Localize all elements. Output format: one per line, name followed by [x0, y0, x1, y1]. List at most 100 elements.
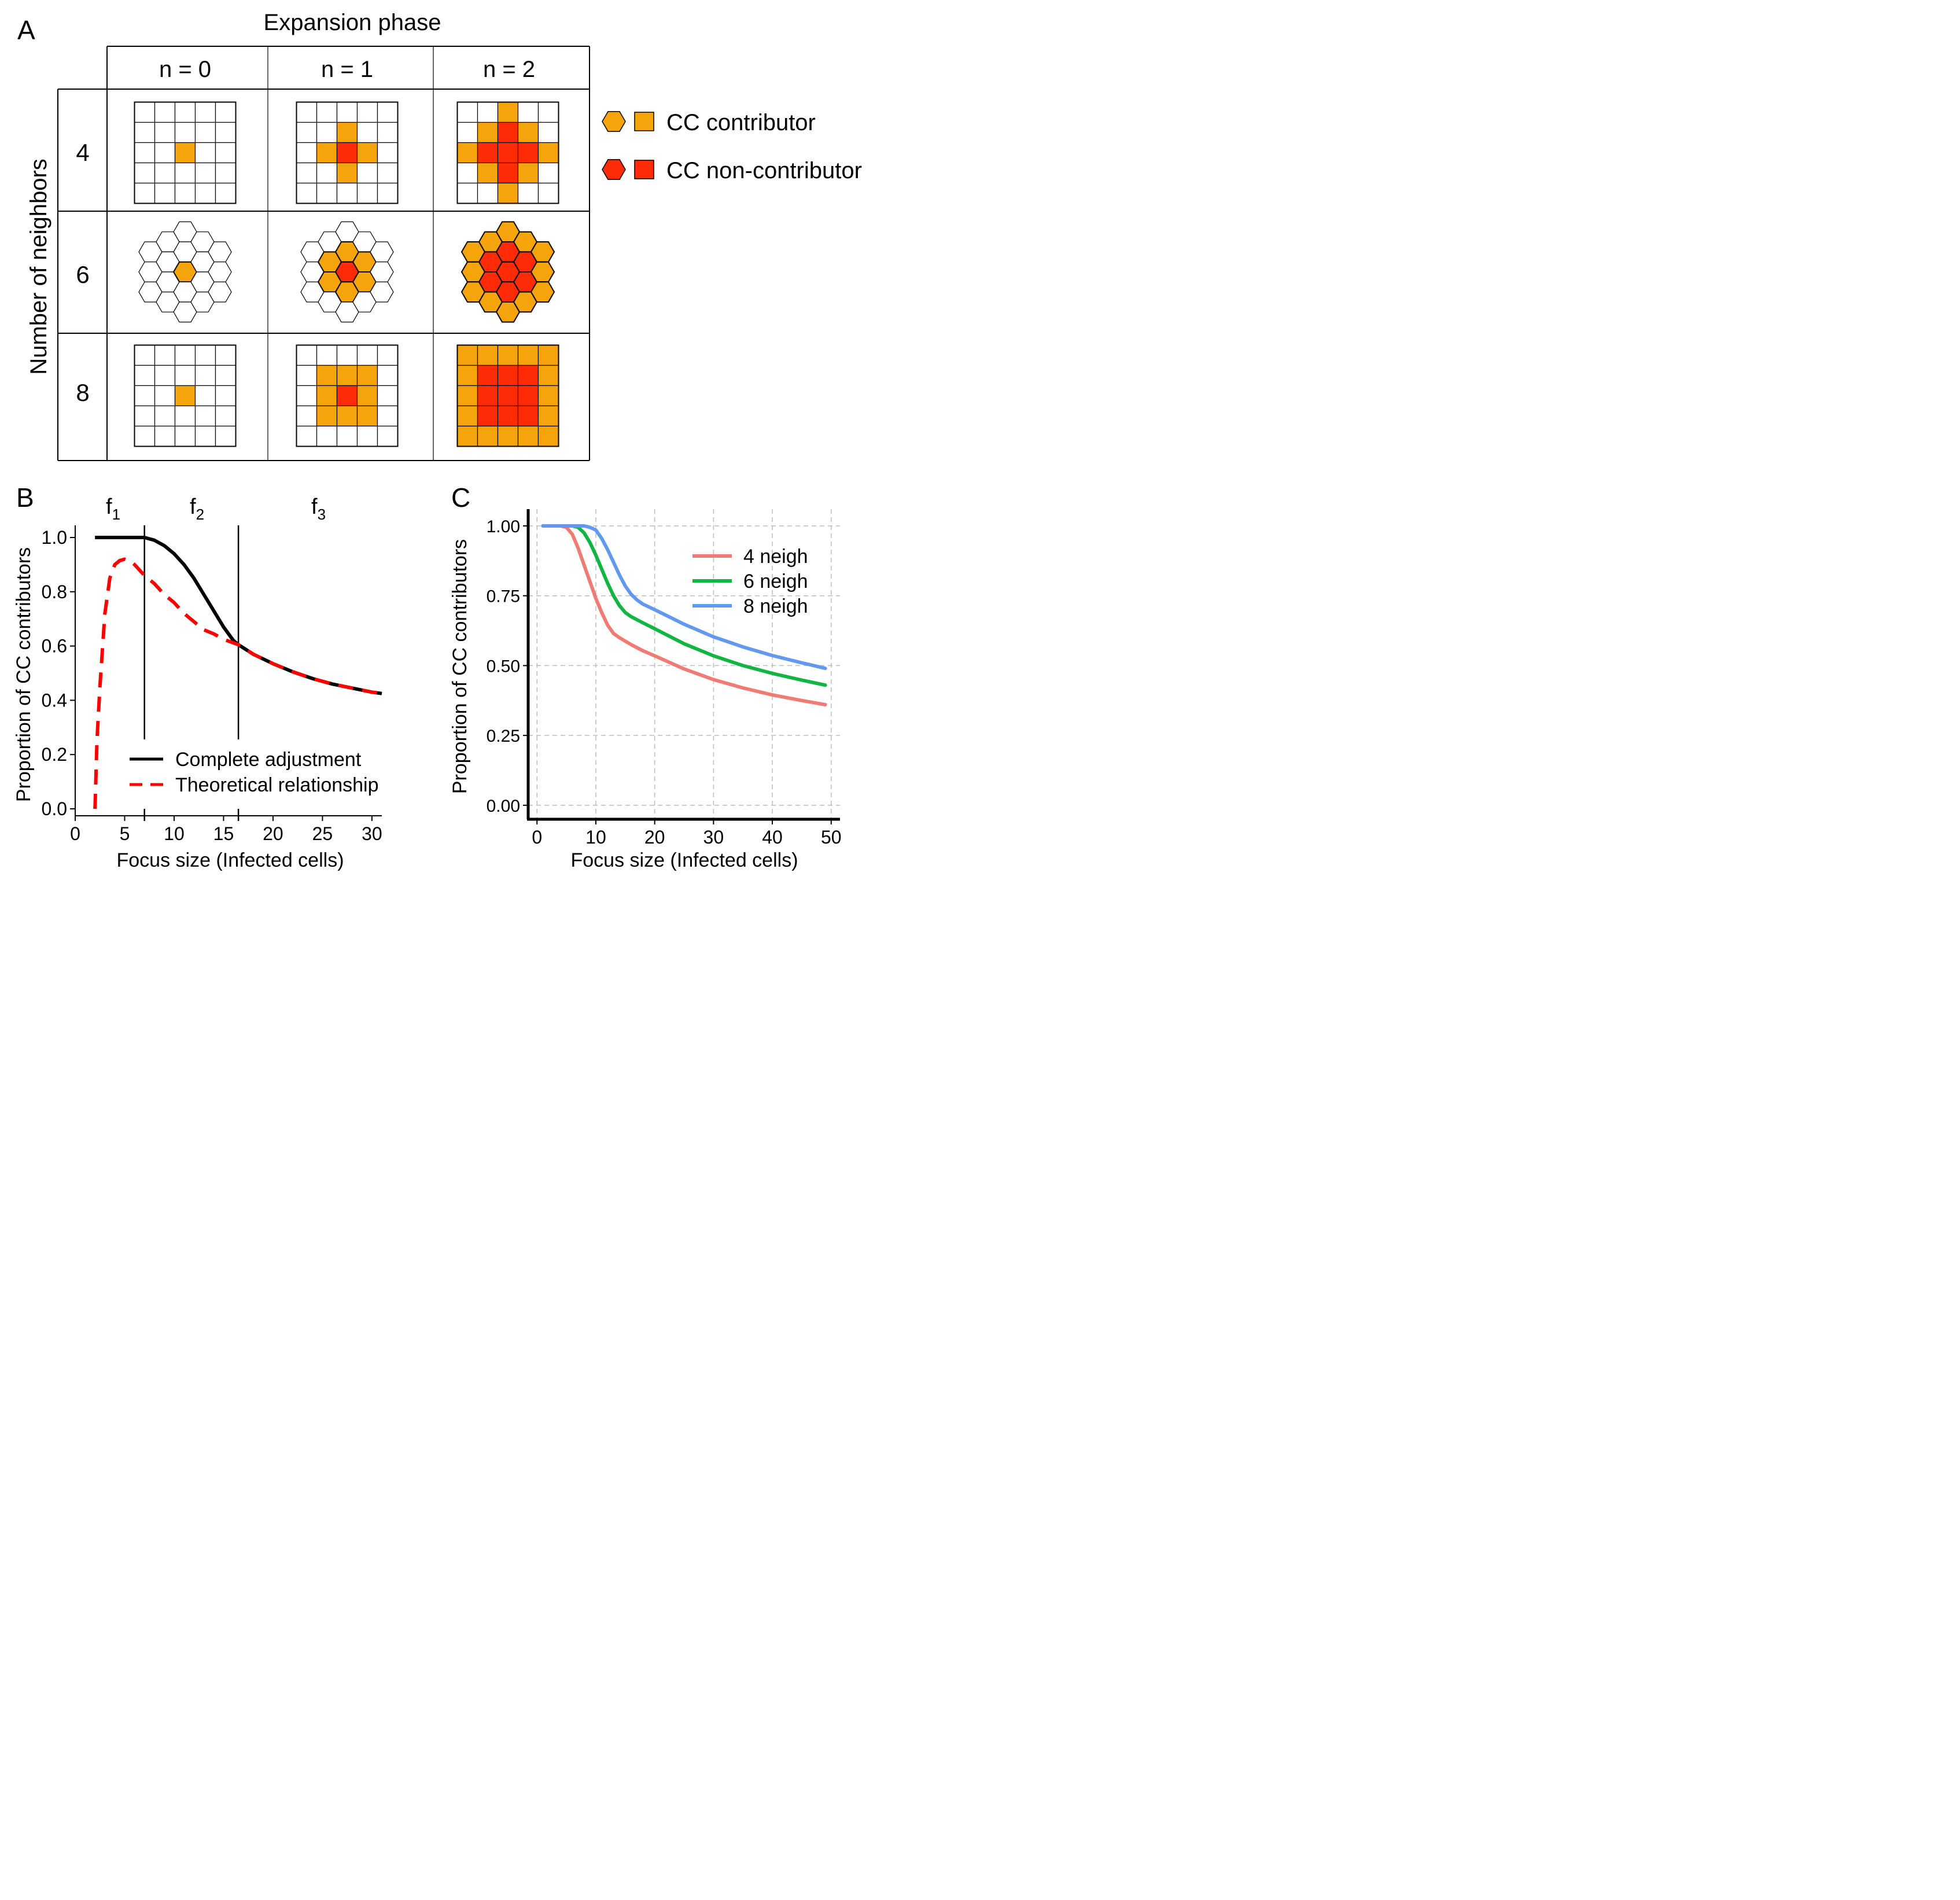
- lattice-hex-cell: [530, 281, 555, 303]
- x-tick-label: 0: [70, 823, 80, 844]
- lattice-square-cell: [134, 142, 156, 164]
- lattice-square-cell: [336, 142, 358, 164]
- lattice-square-cell: [517, 405, 539, 427]
- lattice-4-n2: [456, 101, 559, 204]
- lattice-square-cell: [336, 385, 358, 407]
- lattice-square-cell: [154, 364, 176, 386]
- phase-label-subscript: 2: [196, 506, 204, 523]
- lattice-square-cell: [456, 182, 478, 204]
- lattice-square-cell: [477, 121, 499, 143]
- series-theoretical-line: [93, 557, 382, 809]
- lattice-square-cell: [497, 101, 519, 123]
- lattice-square-cell: [377, 142, 399, 164]
- lattice-square-cell: [316, 405, 338, 427]
- y-tick-label: 0.4: [42, 690, 67, 710]
- lattice-square-cell: [194, 101, 216, 123]
- lattice-square-cell: [316, 142, 338, 164]
- y-tick-label: 1.00: [487, 517, 520, 536]
- lattice-square-cell: [174, 425, 196, 447]
- lattice-square-cell: [215, 142, 237, 164]
- lattice-square-cell: [377, 101, 399, 123]
- lattice-square-cell: [537, 425, 559, 447]
- lattice-square-cell: [517, 364, 539, 386]
- lattice-square-cell: [537, 142, 559, 164]
- lattice-square-cell: [477, 385, 499, 407]
- lattice-square-cell: [456, 385, 478, 407]
- row-header-4: 4: [76, 139, 89, 166]
- y-tick-label: 0.25: [487, 727, 520, 746]
- lattice-square-cell: [477, 162, 499, 184]
- lattice-square-cell: [194, 142, 216, 164]
- lattice-square-cell: [296, 182, 318, 204]
- x-tick-label: 30: [362, 823, 382, 844]
- lattice-hex-cell: [370, 281, 394, 303]
- lattice-square-cell: [377, 364, 399, 386]
- lattice-square-cell: [517, 162, 539, 184]
- hexagon-noncontributor-icon: [602, 159, 626, 181]
- lattice-square-cell: [316, 425, 338, 447]
- lattice-square-cell: [537, 162, 559, 184]
- y-tick-label: 0.2: [42, 744, 67, 765]
- lattice-hex-cell: [530, 261, 555, 283]
- lattice-square-cell: [517, 344, 539, 366]
- legend-icons: [602, 111, 654, 181]
- lattice-square-cell: [517, 385, 539, 407]
- lattice-square-cell: [174, 364, 196, 386]
- lattice-square-cell: [134, 121, 156, 143]
- y-axis-label: Proportion of CC contributors: [449, 539, 471, 794]
- column-header-n0: n = 0: [159, 57, 211, 82]
- lattice-hex-cell: [530, 241, 555, 263]
- lattice-square-cell: [336, 182, 358, 204]
- series-line-8-neigh: [541, 524, 827, 671]
- lattice-square-cell: [497, 121, 519, 143]
- lattice-square-cell: [215, 182, 237, 204]
- lattice-square-cell: [316, 101, 338, 123]
- lattice-square-cell: [316, 385, 338, 407]
- lattice-square-cell: [194, 182, 216, 204]
- lattice-square-cell: [497, 162, 519, 184]
- lattice-square-cell: [194, 385, 216, 407]
- panel-b: B 0.0 0.2 0.4 0.6 0.8 1.0 0 5 10 15 20 25 30 Focus si…: [13, 483, 382, 871]
- lattice-square-cell: [174, 405, 196, 427]
- panel-a-ylabel: Number of neighbors: [26, 159, 51, 375]
- lattice-square-cell: [174, 142, 196, 164]
- lattice-square-cell: [477, 101, 499, 123]
- lattice-border: [296, 101, 399, 204]
- x-tick-label: 20: [263, 823, 283, 844]
- x-tick-label: 25: [312, 823, 333, 844]
- lattice-square-cell: [215, 364, 237, 386]
- lattice-square-cell: [194, 162, 216, 184]
- phase-label: f3: [311, 495, 326, 523]
- x-tick-label: 10: [164, 823, 185, 844]
- lattice-square-cell: [215, 425, 237, 447]
- lattice-square-cell: [154, 121, 176, 143]
- y-tick-label: 0.50: [487, 657, 520, 676]
- lattice-square-cell: [194, 121, 216, 143]
- legend-label: 4 neigh: [743, 546, 808, 568]
- x-tick-label: 10: [585, 827, 606, 848]
- lattice-square-cell: [356, 142, 378, 164]
- lattice-square-cell: [296, 162, 318, 184]
- x-axis-label: Focus size (Infected cells): [570, 849, 798, 871]
- lattice-square-cell: [316, 182, 338, 204]
- lattice-square-cell: [477, 142, 499, 164]
- lattice-square-cell: [154, 385, 176, 407]
- lattice-square-cell: [497, 364, 519, 386]
- lattice-8-n1: [296, 344, 399, 447]
- phase-label: f1: [106, 495, 120, 523]
- hexagon-contributor-icon: [602, 111, 626, 132]
- lattice-square-cell: [336, 405, 358, 427]
- lattice-square-cell: [456, 142, 478, 164]
- lattice-square-cell: [377, 182, 399, 204]
- lattice-border: [296, 344, 399, 447]
- lattice-square-cell: [356, 425, 378, 447]
- lattice-square-cell: [296, 344, 318, 366]
- lattice-square-cell: [477, 425, 499, 447]
- phase-label-subscript: 1: [112, 506, 120, 523]
- lattice-6-n2: [460, 221, 555, 323]
- lattice-square-cell: [174, 121, 196, 143]
- lattice-square-cell: [356, 121, 378, 143]
- lattice-square-cell: [537, 364, 559, 386]
- y-tick-label: 0.75: [487, 587, 520, 606]
